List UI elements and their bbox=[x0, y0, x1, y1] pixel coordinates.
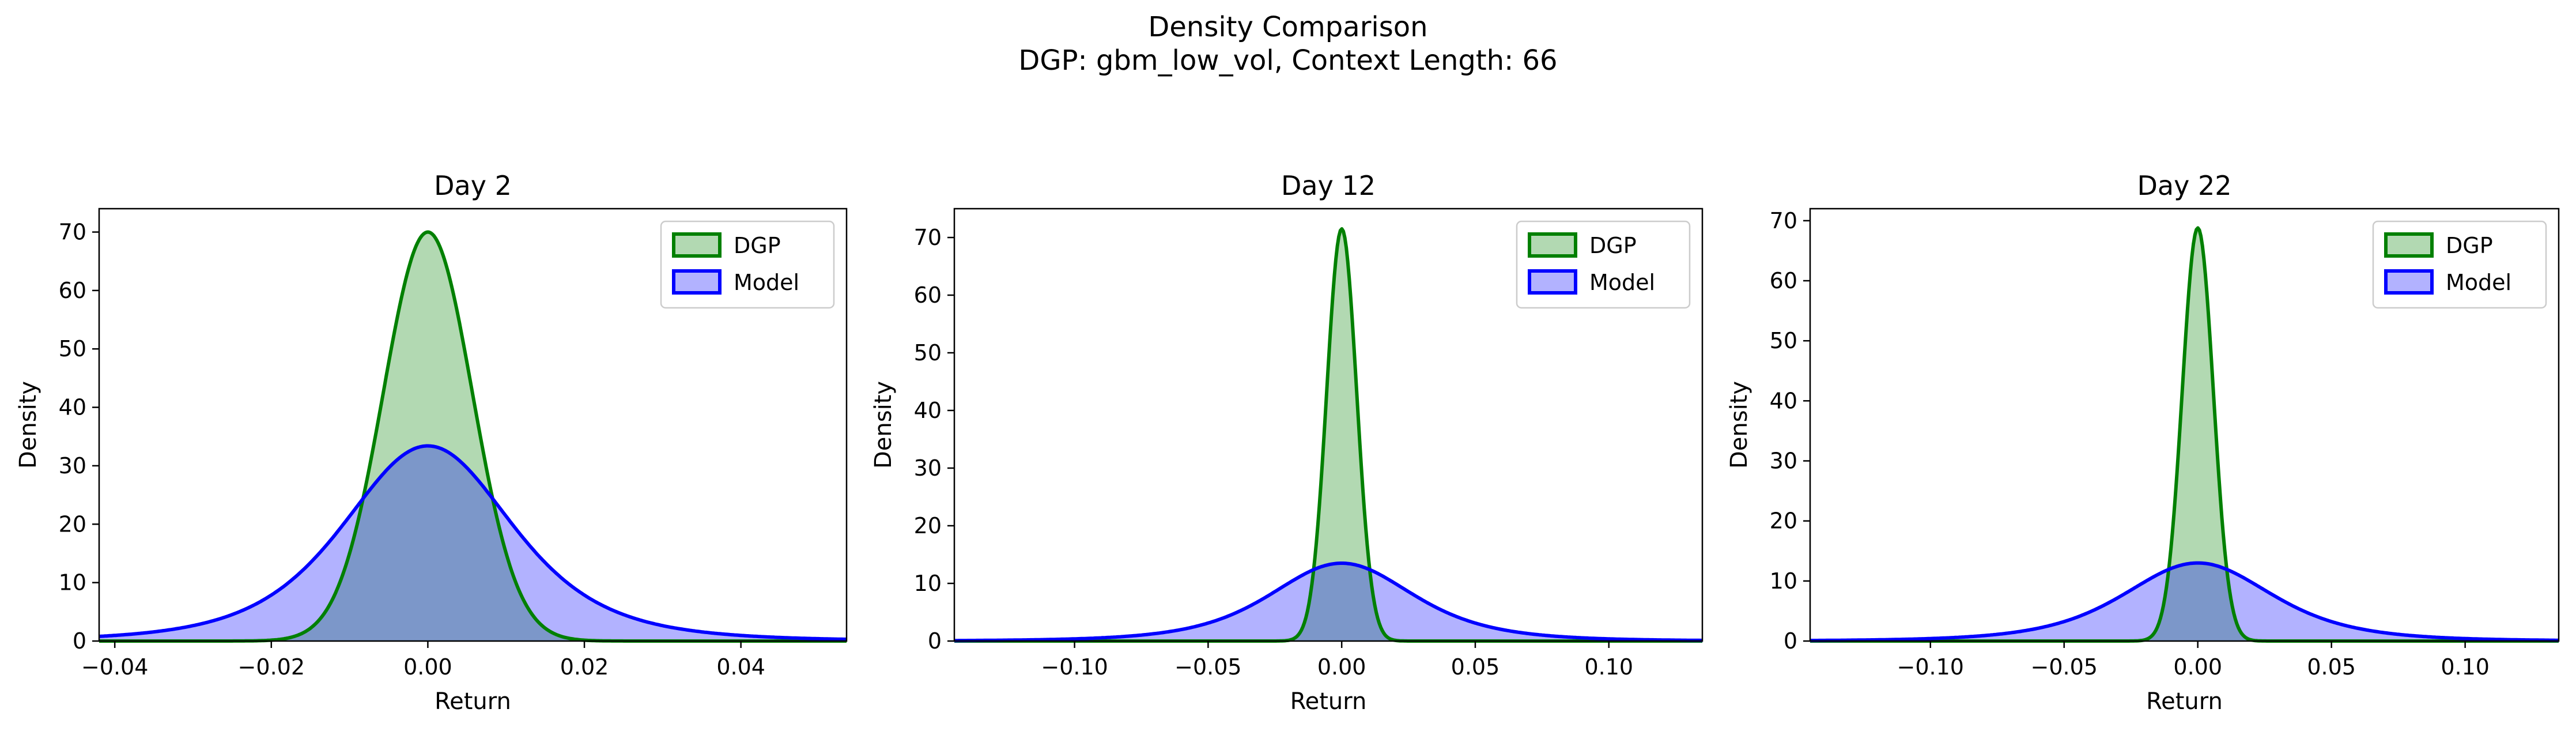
y-tick-label: 40 bbox=[914, 398, 942, 423]
y-axis-label: Density bbox=[1726, 381, 1752, 469]
y-tick-label: 50 bbox=[1770, 328, 1797, 353]
model-density-area bbox=[954, 563, 1702, 641]
y-tick-label: 60 bbox=[914, 282, 942, 308]
legend-swatch-model bbox=[1528, 269, 1577, 295]
x-tick-label: 0.04 bbox=[716, 654, 765, 680]
x-tick-label: −0.05 bbox=[1174, 654, 1241, 680]
x-axis-label: Return bbox=[1290, 688, 1367, 715]
legend-label-model: Model bbox=[734, 270, 799, 295]
x-tick-label: 0.00 bbox=[2173, 654, 2222, 680]
legend-label-model: Model bbox=[1589, 270, 1655, 295]
y-tick-label: 20 bbox=[59, 511, 86, 537]
x-tick-label: 0.05 bbox=[2307, 654, 2356, 680]
y-tick-label: 40 bbox=[59, 395, 86, 420]
y-tick-label: 10 bbox=[59, 570, 86, 595]
axes-frame bbox=[953, 208, 1704, 642]
dgp-density-area bbox=[1810, 228, 2559, 641]
legend-label-dgp: DGP bbox=[1589, 233, 1637, 258]
model-density-area bbox=[1810, 563, 2559, 641]
legend-label-dgp: DGP bbox=[734, 233, 781, 258]
axes-frame bbox=[98, 208, 848, 642]
y-tick-label: 70 bbox=[59, 220, 86, 245]
legend-swatch-model bbox=[672, 269, 722, 295]
figure-title: Density Comparison bbox=[1148, 11, 1428, 43]
y-tick-label: 10 bbox=[914, 571, 942, 596]
y-tick-label: 20 bbox=[914, 513, 942, 538]
y-tick-label: 40 bbox=[1770, 388, 1797, 413]
panel-day-22: −0.10 −0.05 0.00 0.05 0.10 0 10 20 30 40 50 60 70 Day… bbox=[1726, 170, 2560, 715]
y-tick-label: 30 bbox=[59, 453, 86, 478]
x-tick-label: −0.05 bbox=[2031, 654, 2098, 680]
y-tick-label: 30 bbox=[914, 455, 942, 481]
x-tick-label: −0.02 bbox=[238, 654, 305, 680]
figure-title-block: Density Comparison DGP: gbm_low_vol, Con… bbox=[0, 10, 2576, 77]
y-tick-label: 60 bbox=[1770, 268, 1797, 293]
y-axis-label: Density bbox=[870, 381, 897, 469]
model-density-area bbox=[99, 446, 847, 641]
x-tick-label: 0.10 bbox=[1584, 654, 1633, 680]
legend-box bbox=[660, 220, 835, 309]
dgp-density-area bbox=[954, 229, 1702, 641]
x-axis-label: Return bbox=[435, 688, 511, 715]
y-tick-label: 50 bbox=[914, 340, 942, 365]
figure-subtitle: DGP: gbm_low_vol, Context Length: 66 bbox=[1018, 44, 1558, 77]
panel-title: Day 12 bbox=[1281, 170, 1376, 201]
legend-box bbox=[2372, 220, 2547, 309]
legend-swatch-dgp bbox=[672, 232, 722, 258]
x-tick-label: 0.00 bbox=[1317, 654, 1366, 680]
x-tick-label: 0.02 bbox=[560, 654, 609, 680]
model-density-line bbox=[1810, 561, 2559, 642]
y-axis-label: Density bbox=[15, 381, 41, 469]
y-tick-label: 50 bbox=[59, 336, 86, 361]
x-tick-label: 0.05 bbox=[1451, 654, 1500, 680]
legend-label-model: Model bbox=[2446, 270, 2511, 295]
x-tick-label: 0.00 bbox=[403, 654, 452, 680]
legend-swatch-model bbox=[2384, 269, 2434, 295]
panel-day-2: −0.04 −0.02 0.00 0.02 0.04 0 10 20 30 40 50 60 70 Day… bbox=[15, 170, 848, 715]
model-density-line bbox=[954, 561, 1703, 643]
panel-title: Day 22 bbox=[2137, 170, 2232, 201]
y-tick-label: 0 bbox=[1784, 628, 1797, 654]
y-tick-label: 70 bbox=[1770, 208, 1797, 233]
y-tick-label: 30 bbox=[1770, 448, 1797, 474]
x-axis-label: Return bbox=[2146, 688, 2223, 715]
legend-swatch-dgp bbox=[2384, 232, 2434, 258]
legend-box bbox=[1516, 220, 1691, 309]
panel-title: Day 2 bbox=[434, 170, 512, 201]
axes-frame bbox=[1809, 208, 2560, 642]
y-tick-label: 10 bbox=[1770, 568, 1797, 594]
legend-label-dgp: DGP bbox=[2446, 233, 2493, 258]
y-tick-label: 60 bbox=[59, 278, 86, 303]
x-tick-label: −0.04 bbox=[81, 654, 148, 680]
model-density-line bbox=[99, 444, 847, 641]
x-tick-label: −0.10 bbox=[1041, 654, 1108, 680]
y-tick-label: 0 bbox=[928, 628, 942, 654]
panel-day-12: −0.10 −0.05 0.00 0.05 0.10 0 10 20 30 40 50 60 70 Day… bbox=[870, 170, 1704, 715]
legend-swatch-dgp bbox=[1528, 232, 1577, 258]
y-tick-label: 20 bbox=[1770, 508, 1797, 534]
x-tick-label: 0.10 bbox=[2441, 654, 2490, 680]
y-tick-label: 0 bbox=[73, 628, 86, 654]
x-tick-label: −0.10 bbox=[1897, 654, 1964, 680]
dgp-density-area bbox=[99, 232, 847, 641]
y-tick-label: 70 bbox=[914, 225, 942, 250]
